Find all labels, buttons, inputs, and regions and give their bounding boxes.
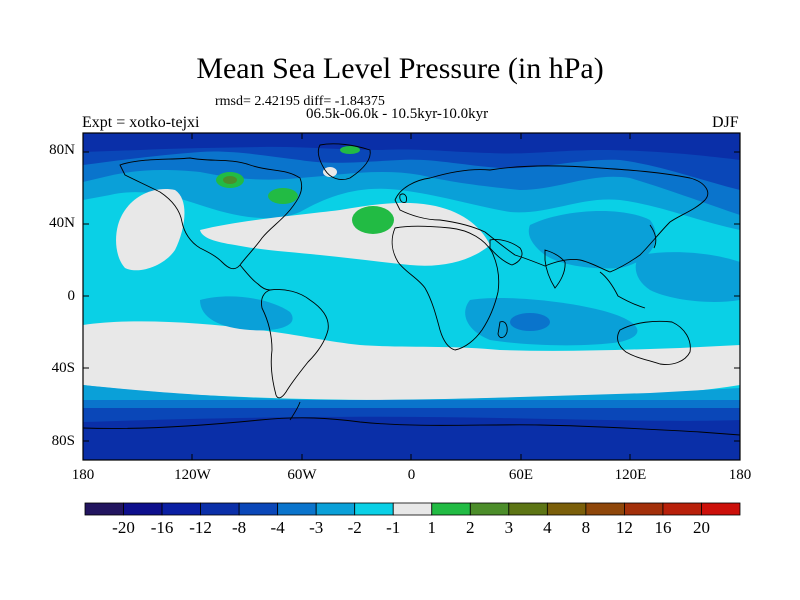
coastlines [83, 143, 740, 436]
coast-antarctic-peninsula [289, 401, 301, 421]
lon-label-0: 180 [71, 467, 95, 483]
coast-madagascar [497, 321, 508, 339]
field-atlantic-neutral [200, 202, 490, 266]
colorbar [84, 502, 741, 516]
field-pacific-neutral [116, 189, 185, 271]
colorbar-label-15: 20 [692, 518, 710, 537]
coast-southeast-asia [599, 271, 646, 309]
colorbar-swatch-0 [84, 502, 124, 516]
field-indian-low [510, 313, 550, 331]
colorbar-label-8: 1 [427, 518, 437, 537]
colorbar-label-7: -1 [386, 518, 401, 537]
coast-india [544, 249, 566, 289]
field-pacific-patch [635, 252, 740, 302]
field-canada-high-2 [268, 188, 298, 204]
colorbar-label-5: -3 [309, 518, 324, 537]
lat-label-1: 40N [49, 214, 75, 231]
lon-label-4: 60E [508, 467, 534, 483]
map-title: Mean Sea Level Pressure (in hPa) [196, 52, 604, 85]
coast-arabia [489, 239, 523, 266]
colorbar-swatch-1 [123, 502, 163, 516]
colorbar-swatch-15 [662, 502, 702, 516]
field-canada-high-core [223, 176, 237, 184]
coast-australia [617, 320, 691, 365]
coast-uk [399, 193, 407, 203]
field-arctic-deep [83, 133, 740, 160]
coast-north-america [119, 157, 303, 270]
colorbar-swatch-13 [585, 502, 625, 516]
colorbar-label-14: 16 [654, 518, 672, 537]
colorbar-swatch-8 [392, 502, 433, 516]
colorbar-label-2: -12 [189, 518, 212, 537]
coast-south-america [261, 289, 329, 399]
tick-marks [83, 133, 740, 460]
colorbar-swatch-9 [431, 502, 471, 516]
colorbar-label-6: -2 [347, 518, 362, 537]
coast-eurasia [394, 165, 709, 273]
colorbar-swatch-16 [701, 502, 741, 516]
colorbar-label-0: -20 [112, 518, 135, 537]
field-greenland-high [340, 146, 360, 154]
colorbar-label-4: -4 [270, 518, 285, 537]
coast-antarctica [83, 417, 740, 436]
lat-label-3: 40S [51, 360, 75, 377]
colorbar-swatch-12 [546, 502, 587, 516]
colorbar-swatch-3 [200, 502, 240, 516]
coast-greenland [317, 143, 371, 181]
colorbar-label-3: -8 [232, 518, 247, 537]
colorbar-swatch-11 [508, 502, 548, 516]
field-atlantic-high [352, 206, 394, 234]
field-antarctic-1 [83, 400, 740, 410]
colorbar-swatch-5 [277, 502, 317, 516]
coast-africa [391, 225, 500, 351]
lon-label-6: 180 [728, 467, 752, 483]
field-south-neutral [83, 321, 740, 400]
lon-label-2: 60W [287, 467, 317, 483]
colorbar-label-10: 3 [504, 518, 514, 537]
colorbar-swatch-6 [315, 502, 356, 516]
coast-central-america [239, 264, 271, 291]
colorbar-label-1: -16 [150, 518, 174, 537]
coast-japan [649, 224, 657, 249]
field-eastasia-patch [528, 210, 656, 269]
colorbar-label-13: 12 [615, 518, 633, 537]
field-greenland-neutral [323, 167, 337, 177]
colorbar-swatch-7 [354, 502, 394, 516]
colorbar-swatch-10 [469, 502, 510, 516]
colorbar-label-9: 2 [466, 518, 475, 537]
lon-label-1: 120W [174, 467, 211, 483]
period-line: 06.5k-06.0k - 10.5kyr-10.0kyr [306, 106, 489, 122]
colorbar-label-11: 4 [543, 518, 552, 537]
colorbar-swatch-4 [238, 502, 279, 516]
colorbar-swatch-2 [161, 502, 201, 516]
lon-label-3: 0 [407, 467, 416, 483]
stats-line: rmsd= 2.42195 diff= -1.84375 [215, 94, 385, 109]
lat-label-0: 80N [49, 142, 75, 159]
colorbar-label-12: 8 [581, 518, 591, 537]
pressure-field [83, 133, 740, 460]
field-tropical-patch-2 [465, 298, 638, 346]
lat-label-4: 80S [51, 432, 75, 449]
lon-label-5: 120E [614, 467, 647, 483]
field-antarctic-deep [83, 416, 740, 460]
lat-label-2: 0 [67, 287, 76, 304]
colorbar-swatch-14 [624, 502, 664, 516]
season-label: DJF [712, 114, 739, 131]
experiment-label: Expt = xotko-tejxi [82, 114, 200, 131]
field-tropical-patch-1 [200, 296, 293, 331]
